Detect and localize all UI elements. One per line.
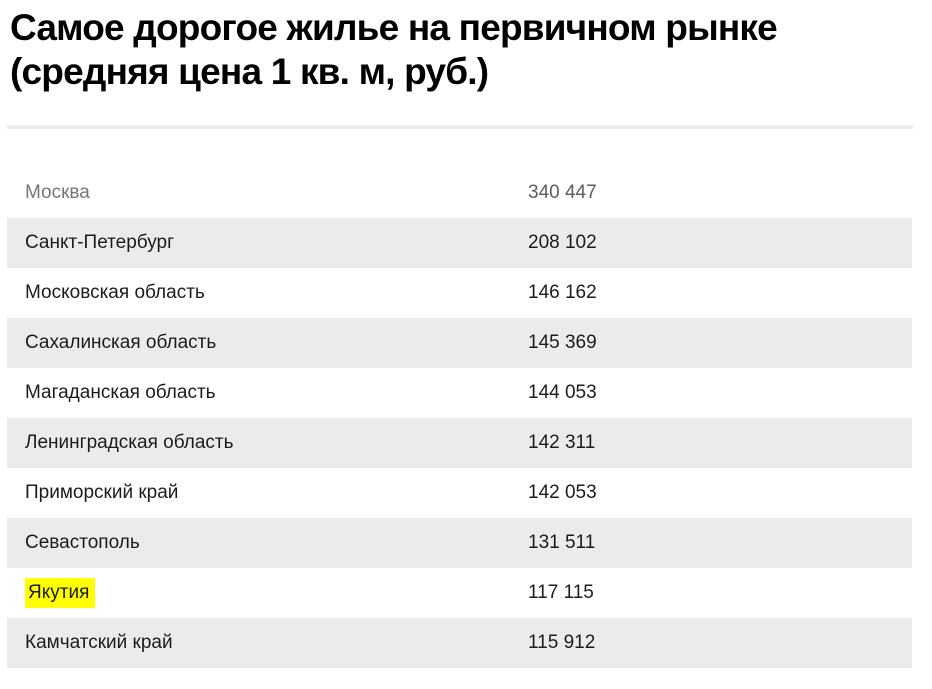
price-value: 145 369: [528, 332, 597, 353]
table-row: Сахалинская область 145 369: [7, 318, 912, 368]
title-divider: [7, 125, 913, 129]
region-name: Санкт-Петербург: [25, 232, 175, 253]
table-row: Магаданская область 144 053: [7, 368, 912, 418]
price-value: 208 102: [528, 232, 597, 253]
region-name: Севастополь: [25, 532, 140, 553]
region-name-cell: Севастополь: [7, 532, 528, 554]
price-value: 144 053: [528, 382, 597, 403]
region-name-cell: Приморский край: [7, 482, 528, 504]
price-value: 142 311: [528, 432, 596, 453]
page-title-line-1: Самое дорогое жилье на первичном рынке: [10, 7, 778, 48]
price-table: Москва 340 447 Санкт-Петербург 208 102 М…: [7, 168, 912, 668]
region-name: Магаданская область: [25, 382, 216, 403]
region-name-cell: Санкт-Петербург: [7, 232, 528, 254]
price-value: 131 511: [528, 532, 596, 553]
region-name: Сахалинская область: [25, 332, 217, 353]
region-name: Москва: [25, 182, 90, 203]
table-row: Москва 340 447: [7, 168, 912, 218]
table-row: Камчатский край 115 912: [7, 618, 912, 668]
table-row: Севастополь 131 511: [7, 518, 912, 568]
region-name-cell: Ленинградская область: [7, 432, 528, 454]
page-title: Самое дорогое жилье на первичном рынке (…: [10, 6, 778, 94]
price-value: 142 053: [528, 482, 597, 503]
price-value: 117 115: [528, 582, 594, 603]
region-name-cell: Сахалинская область: [7, 332, 528, 354]
region-name: Камчатский край: [25, 632, 173, 653]
price-value: 340 447: [528, 182, 597, 203]
price-value: 115 912: [528, 632, 596, 653]
region-name: Ленинградская область: [25, 432, 234, 453]
table-row: Ленинградская область 142 311: [7, 418, 912, 468]
table-row: Якутия 117 115: [7, 568, 912, 618]
page-title-line-2: (средняя цена 1 кв. м, руб.): [10, 51, 489, 92]
price-value: 146 162: [528, 282, 597, 303]
region-name: Московская область: [25, 282, 205, 303]
table-row: Московская область 146 162: [7, 268, 912, 318]
region-name-cell: Якутия: [7, 578, 528, 608]
region-name: Приморский край: [25, 482, 179, 503]
region-name-cell: Москва: [7, 182, 528, 204]
table-row: Приморский край 142 053: [7, 468, 912, 518]
region-name-cell: Магаданская область: [7, 382, 528, 404]
region-name: Якутия: [25, 578, 96, 608]
region-name-cell: Камчатский край: [7, 632, 528, 654]
table-row: Санкт-Петербург 208 102: [7, 218, 912, 268]
region-name-cell: Московская область: [7, 282, 528, 304]
